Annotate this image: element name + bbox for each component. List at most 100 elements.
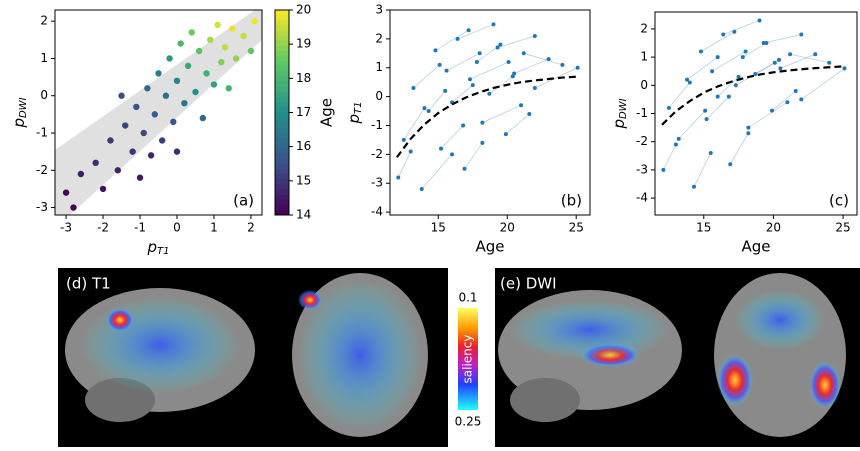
point [422, 106, 427, 111]
saliency-hotspot [717, 354, 753, 406]
point [136, 174, 144, 181]
colorbar-segment [275, 102, 289, 108]
saliency-overlay [298, 279, 422, 431]
trajectory [428, 90, 446, 112]
trajectory [523, 52, 563, 66]
x-tick-label: -2 [97, 221, 109, 235]
axis-label: pDWI [10, 97, 30, 128]
saliency-hotspot [809, 361, 841, 409]
colorbar-segment [275, 179, 289, 185]
fit-curve [396, 75, 577, 158]
colorbar-segment [275, 51, 289, 57]
colorbar-segment [275, 81, 289, 88]
point [225, 85, 232, 92]
y-tick-label: 1 [40, 51, 48, 65]
x-tick-label: 25 [835, 221, 850, 235]
point [813, 52, 818, 57]
x-tick-label: 2 [247, 221, 255, 235]
y-tick-label: -2 [36, 163, 48, 177]
point [232, 55, 240, 62]
point [704, 117, 709, 122]
point [122, 122, 129, 129]
point [99, 185, 107, 193]
point [433, 48, 438, 53]
point [461, 123, 466, 128]
point [661, 167, 666, 172]
point [129, 148, 136, 155]
trajectory [440, 125, 464, 149]
trajectory [763, 34, 802, 44]
colorbar-segment [275, 112, 289, 119]
trajectory [678, 110, 706, 140]
point [181, 99, 188, 107]
saliency-overlay [735, 290, 825, 350]
point [247, 47, 255, 55]
axis-label: pT1 [146, 238, 169, 258]
point [470, 83, 475, 88]
point [776, 57, 781, 62]
trajectory [451, 84, 474, 103]
point [764, 41, 769, 46]
colorbar-tick-label: 0.1 [458, 291, 477, 305]
point [842, 66, 847, 71]
trajectory [801, 68, 845, 100]
point [575, 65, 580, 70]
colorbar-segment [275, 86, 289, 93]
trajectory [534, 67, 578, 89]
point [184, 62, 192, 70]
y-tick-label: 2 [40, 14, 48, 28]
point [195, 47, 203, 55]
x-tick-label: 20 [500, 221, 515, 235]
trajectory [668, 82, 691, 109]
point [173, 148, 181, 155]
point [666, 105, 671, 110]
colorbar-label: saliency [461, 335, 475, 384]
label-base: p [10, 118, 28, 129]
trajectory [706, 96, 730, 120]
point [480, 140, 485, 145]
colorbar-segment [275, 66, 289, 72]
saliency-overlay [510, 300, 670, 360]
saliency-hotspot [106, 308, 134, 332]
point [474, 59, 479, 64]
point [468, 77, 472, 82]
point [527, 111, 532, 116]
panel-label: (e) DWI [500, 275, 557, 293]
colorbar-segment [275, 199, 289, 206]
point [188, 29, 195, 36]
point [532, 85, 537, 90]
point [546, 57, 551, 62]
y-tick-label: 2 [640, 21, 648, 35]
saliency-colorbar [458, 308, 478, 410]
point [210, 81, 218, 88]
band [55, 10, 262, 215]
point [443, 88, 448, 93]
point [158, 137, 166, 144]
panel [661, 18, 847, 189]
trajectory [469, 61, 509, 80]
point [703, 108, 708, 113]
trajectory [489, 76, 513, 95]
y-tick-label: -2 [636, 134, 648, 148]
point [827, 60, 832, 65]
point [498, 42, 503, 47]
point [487, 91, 492, 96]
colorbar-tick-label: 18 [296, 71, 311, 85]
point [214, 21, 221, 29]
trajectory [482, 104, 522, 123]
axis-label: pT1 [345, 101, 365, 124]
colorbar-segment [275, 158, 289, 165]
brain-images: (d) T1 (e) DWI [58, 268, 860, 447]
trajectory [435, 29, 469, 51]
point [506, 59, 511, 64]
trajectory [663, 144, 677, 171]
y-tick-label: -3 [636, 162, 648, 176]
panel [396, 22, 580, 192]
colorbar-segment [275, 92, 289, 98]
point [240, 32, 247, 40]
trajectory [717, 76, 739, 97]
point [753, 72, 758, 77]
y-tick-label: -1 [36, 126, 48, 140]
trajectory [686, 56, 718, 80]
x-tick-label: 0 [173, 221, 181, 235]
